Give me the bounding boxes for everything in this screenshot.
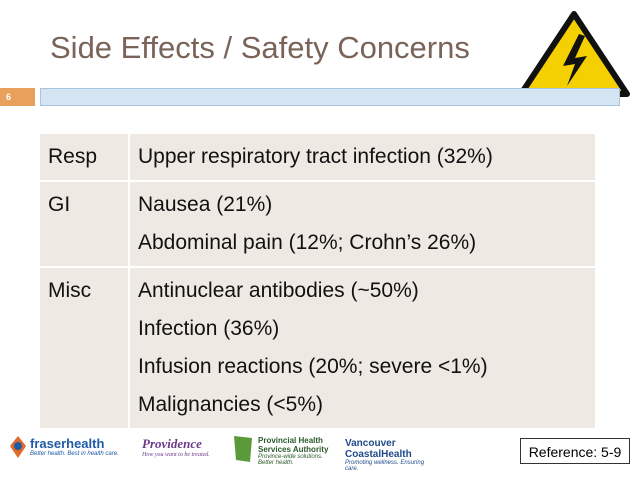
row-label-text: GI — [48, 193, 71, 216]
slide-title: Side Effects / Safety Concerns — [50, 30, 470, 65]
logo-name: Vancouver CoastalHealth — [345, 438, 412, 460]
table-row: Resp Upper respiratory tract infection (3… — [40, 132, 595, 181]
logo-tagline: Promoting wellness. Ensuring care. — [345, 460, 425, 472]
row-items: Nausea (21%) Abdominal pain (12%; Crohn’s… — [129, 180, 595, 267]
item-text: Infection (36%) — [138, 317, 280, 340]
header-band — [40, 88, 620, 106]
slide-number: 6 — [0, 88, 35, 106]
logo-name: Providence — [142, 436, 202, 451]
side-effects-table: Resp Upper respiratory tract infection (3… — [40, 132, 595, 428]
logo-tagline: Province-wide solutions. Better health. — [258, 454, 323, 466]
row-label-text: Misc — [48, 279, 92, 302]
reference: Reference: 5-9 — [520, 438, 630, 464]
table-row: Misc Antinuclear antibodies (~50%) Infecti… — [40, 266, 595, 428]
item-text: Nausea (21%) — [138, 193, 273, 216]
item-text: Upper respiratory tract infection (32%) — [138, 145, 493, 168]
logo-name: fraserhealth — [30, 436, 105, 451]
logo-tagline: How you want to be treated. — [142, 452, 210, 458]
item-text: Antinuclear antibodies (~50%) — [138, 279, 419, 302]
warning-icon — [518, 11, 630, 97]
logo: Provincial Health Services Authority Prov… — [258, 436, 338, 466]
row-label-text: Resp — [48, 145, 98, 168]
logo-tagline: Better health. Best in health care. — [30, 451, 119, 457]
item-text: Malignancies (<5%) — [138, 393, 324, 416]
logo-icon — [10, 436, 26, 458]
row-label: Resp — [40, 132, 130, 181]
logo-name: Provincial Health Services Authority — [258, 436, 329, 454]
row-items: Antinuclear antibodies (~50%) Infection (… — [129, 266, 595, 428]
logo: Vancouver CoastalHealth Promoting wellnes… — [345, 438, 425, 472]
logo: Providence How you want to be treated. — [142, 436, 210, 458]
footer: fraserhealth Better health. Best in healt… — [0, 428, 638, 478]
row-label: GI — [40, 180, 130, 267]
logo: fraserhealth Better health. Best in healt… — [30, 436, 119, 457]
item-text: Abdominal pain (12%; Crohn’s 26%) — [138, 231, 477, 254]
table-row: GI Nausea (21%) Abdominal pain (12%; Crohn… — [40, 180, 595, 267]
item-text: Infusion reactions (20%; severe <1%) — [138, 355, 488, 378]
row-items: Upper respiratory tract infection (32%) — [129, 132, 595, 181]
row-label: Misc — [40, 266, 130, 428]
logo-icon — [234, 436, 252, 462]
